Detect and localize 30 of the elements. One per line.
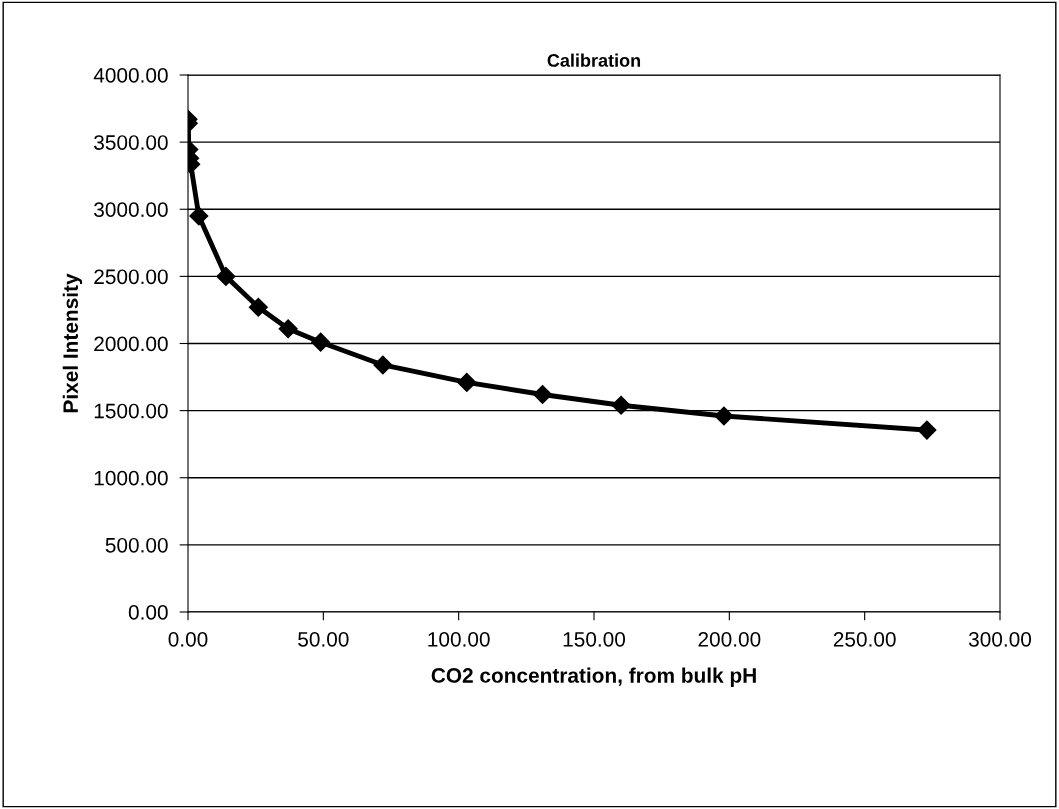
point xyxy=(533,384,553,405)
point xyxy=(457,372,477,392)
y-tick-label: 4000.00 xyxy=(93,68,168,83)
point xyxy=(917,420,937,440)
point xyxy=(611,395,631,415)
point xyxy=(373,355,393,375)
x-tick-label: 100.00 xyxy=(428,631,490,647)
x-axis-title: CO2 concentration, from bulk pH xyxy=(431,667,756,687)
x-tick-label: 50.00 xyxy=(298,631,349,647)
y-tick-label: 2000.00 xyxy=(94,336,168,352)
y-tick-label: 1000.00 xyxy=(94,470,168,486)
y-tick-label: 500.00 xyxy=(105,537,168,553)
chart-title: Calibration xyxy=(547,53,641,67)
x-tick-label: 200.00 xyxy=(698,631,761,647)
y-tick-label: 3000.00 xyxy=(94,202,168,217)
point xyxy=(189,206,209,226)
point xyxy=(278,319,298,339)
y-tick-label: 2500.00 xyxy=(94,269,168,285)
x-tick-label: 250.00 xyxy=(833,631,896,647)
y-axis-title: Pixel Intensity xyxy=(62,273,83,413)
point xyxy=(714,406,734,426)
point xyxy=(311,332,331,352)
x-tick-label: 300.00 xyxy=(968,631,1032,647)
x-tick-label: 0.00 xyxy=(168,631,208,647)
y-tick-label: 0.00 xyxy=(128,605,168,620)
y-tick-label: 1500.00 xyxy=(94,403,168,419)
x-tick-label: 150.00 xyxy=(563,631,626,647)
y-tick-label: 3500.00 xyxy=(94,135,168,150)
point xyxy=(216,266,236,286)
point xyxy=(248,297,268,317)
